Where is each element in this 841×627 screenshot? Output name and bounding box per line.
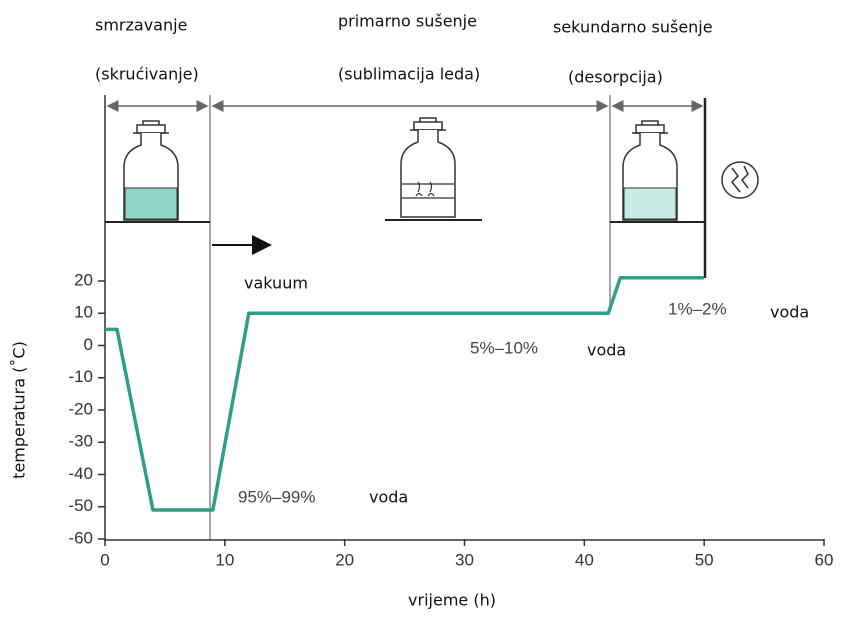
y-tick-label: -60 [68, 528, 93, 547]
bottle-frozen [124, 121, 178, 220]
x-tick-label: 10 [215, 550, 234, 569]
y-tick-label: -40 [68, 464, 93, 483]
y-axis-label: temperatura (˚C) [10, 341, 29, 479]
annotation: voda [369, 488, 408, 507]
annotation: (desorpcija) [568, 68, 663, 87]
annotation: 95%–99% [238, 487, 316, 506]
y-tick-label: 0 [84, 335, 93, 354]
annotation: smrzavanje [95, 16, 187, 35]
y-tick-label: -20 [68, 399, 93, 418]
y-tick-label: -10 [68, 367, 93, 386]
annotation: (sublimacija leda) [338, 65, 480, 84]
annotation: sekundarno sušenje [553, 18, 713, 37]
x-tick-label: 0 [100, 550, 109, 569]
cracked-icon [722, 162, 758, 198]
x-tick-label: 40 [575, 550, 594, 569]
annotation: 1%–2% [668, 299, 727, 318]
x-tick-label: 30 [455, 550, 474, 569]
annotation: (skrućivanje) [95, 65, 199, 84]
annotation: voda [770, 303, 809, 322]
y-tick-label: -50 [68, 496, 93, 515]
x-tick-label: 20 [335, 550, 354, 569]
annotation: vakuum [244, 274, 308, 293]
y-tick-label: 20 [74, 270, 93, 289]
annotation: primarno sušenje [338, 12, 477, 31]
temperature-line [105, 278, 704, 510]
x-tick-label: 50 [695, 550, 714, 569]
annotation: voda [587, 341, 626, 360]
y-tick-label: 10 [74, 303, 93, 322]
y-tick-label: -30 [68, 432, 93, 451]
annotations: smrzavanje (skrućivanje) primarno sušenje (… [95, 12, 809, 507]
x-axis-label: vrijeme (h) [408, 591, 496, 610]
chart: smrzavanje (skrućivanje) primarno sušenje (… [0, 0, 841, 627]
annotation: 5%–10% [470, 338, 538, 357]
bottle-dry [623, 121, 677, 220]
x-tick-label: 60 [815, 550, 834, 569]
bottle-sublimation [401, 118, 455, 217]
